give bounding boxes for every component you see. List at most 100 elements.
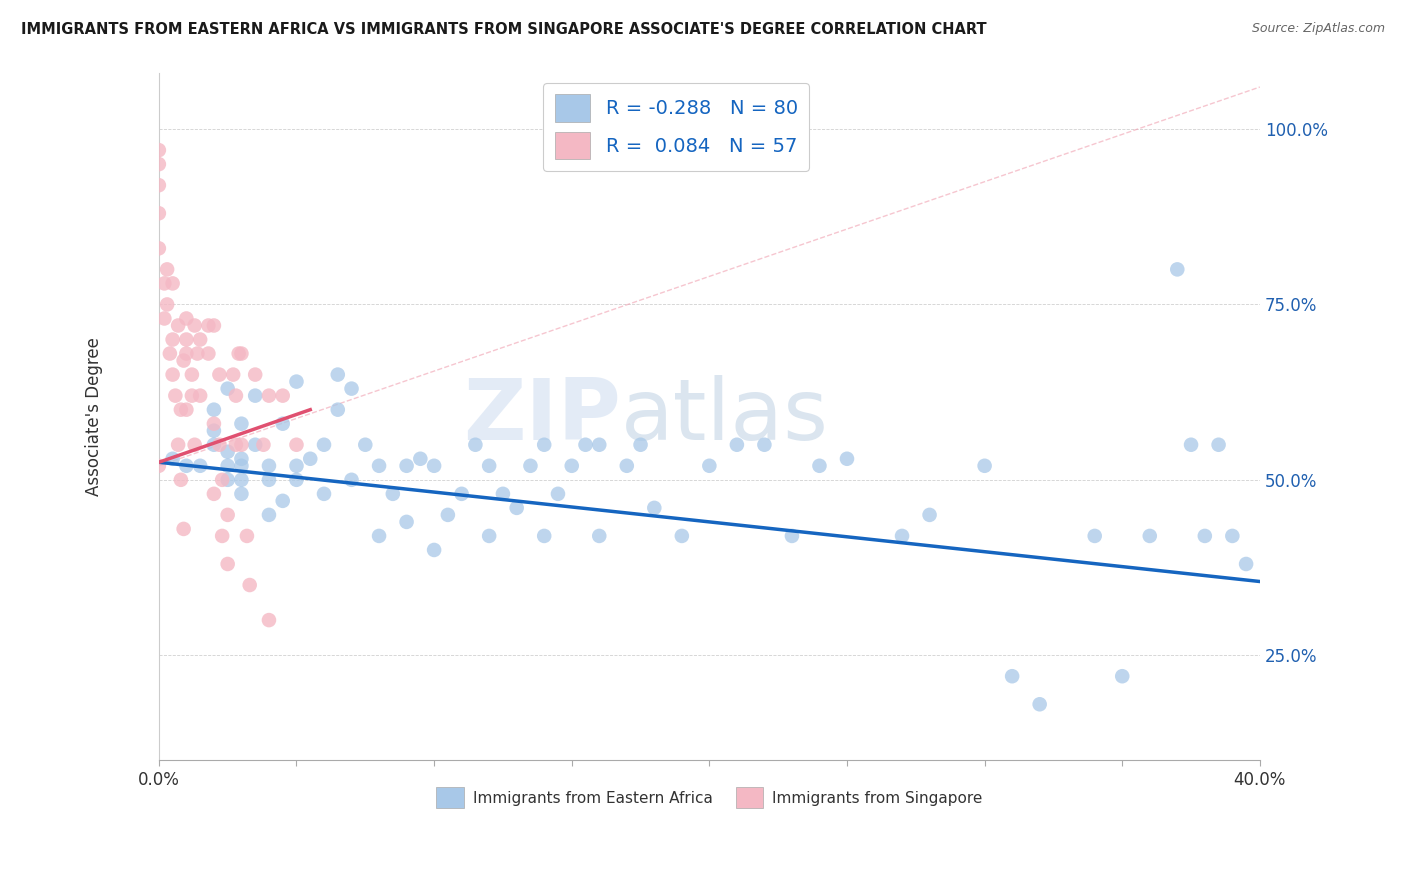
Point bbox=[231, 487, 253, 501]
Point bbox=[492, 487, 515, 501]
Point bbox=[1001, 669, 1024, 683]
Point bbox=[231, 458, 253, 473]
Point bbox=[368, 458, 391, 473]
Point bbox=[173, 353, 195, 368]
Point bbox=[176, 346, 198, 360]
Point bbox=[156, 262, 179, 277]
Point bbox=[808, 458, 831, 473]
Point bbox=[368, 529, 391, 543]
Point bbox=[574, 438, 596, 452]
Point bbox=[176, 402, 198, 417]
Point bbox=[1220, 529, 1243, 543]
Y-axis label: Associate's Degree: Associate's Degree bbox=[86, 337, 103, 496]
Point bbox=[217, 473, 239, 487]
Point bbox=[153, 277, 176, 291]
Text: ZIP: ZIP bbox=[464, 376, 621, 458]
Point bbox=[257, 508, 280, 522]
Point bbox=[208, 438, 231, 452]
Point bbox=[340, 473, 363, 487]
Point bbox=[533, 438, 555, 452]
Point bbox=[285, 473, 308, 487]
Point bbox=[231, 451, 253, 466]
Point bbox=[153, 311, 176, 326]
Point bbox=[312, 438, 335, 452]
Point bbox=[228, 346, 250, 360]
Point bbox=[423, 543, 446, 558]
Point bbox=[236, 529, 259, 543]
Point bbox=[533, 529, 555, 543]
Point bbox=[167, 318, 190, 333]
Point bbox=[231, 473, 253, 487]
Point bbox=[725, 438, 748, 452]
Point bbox=[699, 458, 721, 473]
Point bbox=[271, 389, 294, 403]
Point bbox=[176, 311, 198, 326]
Point bbox=[630, 438, 652, 452]
Point bbox=[148, 157, 170, 171]
Point bbox=[217, 557, 239, 571]
Point bbox=[197, 318, 219, 333]
Point bbox=[183, 318, 205, 333]
Point bbox=[211, 473, 233, 487]
Point bbox=[231, 417, 253, 431]
Point bbox=[271, 417, 294, 431]
Text: Source: ZipAtlas.com: Source: ZipAtlas.com bbox=[1251, 22, 1385, 36]
Point bbox=[148, 178, 170, 193]
Point bbox=[519, 458, 541, 473]
Point bbox=[381, 487, 404, 501]
Point bbox=[148, 458, 170, 473]
Point bbox=[547, 487, 569, 501]
Point bbox=[1234, 557, 1257, 571]
Point bbox=[197, 346, 219, 360]
Point bbox=[257, 613, 280, 627]
Point bbox=[239, 578, 262, 592]
Point bbox=[561, 458, 583, 473]
Point bbox=[159, 346, 181, 360]
Point bbox=[202, 424, 225, 438]
Point bbox=[167, 438, 190, 452]
Point bbox=[162, 333, 184, 347]
Point bbox=[409, 451, 432, 466]
Point bbox=[188, 458, 211, 473]
Point bbox=[285, 458, 308, 473]
Point bbox=[257, 473, 280, 487]
Point bbox=[285, 438, 308, 452]
Point bbox=[202, 417, 225, 431]
Point bbox=[173, 522, 195, 536]
Point bbox=[211, 529, 233, 543]
Point bbox=[217, 458, 239, 473]
Point bbox=[395, 515, 418, 529]
Point bbox=[231, 438, 253, 452]
Point bbox=[588, 438, 610, 452]
Point bbox=[973, 458, 995, 473]
Point bbox=[285, 375, 308, 389]
Text: atlas: atlas bbox=[621, 376, 830, 458]
Point bbox=[148, 241, 170, 255]
Point bbox=[222, 368, 245, 382]
Point bbox=[217, 444, 239, 458]
Point bbox=[162, 451, 184, 466]
Point bbox=[354, 438, 377, 452]
Point bbox=[1166, 262, 1188, 277]
Point bbox=[170, 402, 193, 417]
Point bbox=[271, 493, 294, 508]
Point bbox=[208, 368, 231, 382]
Point bbox=[780, 529, 803, 543]
Point bbox=[180, 368, 202, 382]
Point bbox=[478, 458, 501, 473]
Point bbox=[395, 458, 418, 473]
Point bbox=[588, 529, 610, 543]
Point bbox=[165, 389, 187, 403]
Point bbox=[202, 318, 225, 333]
Point bbox=[1208, 438, 1230, 452]
Point bbox=[671, 529, 693, 543]
Point bbox=[225, 389, 247, 403]
Point bbox=[148, 206, 170, 220]
Point bbox=[835, 451, 858, 466]
Point bbox=[1194, 529, 1216, 543]
Point bbox=[464, 438, 486, 452]
Point bbox=[257, 458, 280, 473]
Point bbox=[188, 333, 211, 347]
Point bbox=[437, 508, 460, 522]
Point bbox=[217, 382, 239, 396]
